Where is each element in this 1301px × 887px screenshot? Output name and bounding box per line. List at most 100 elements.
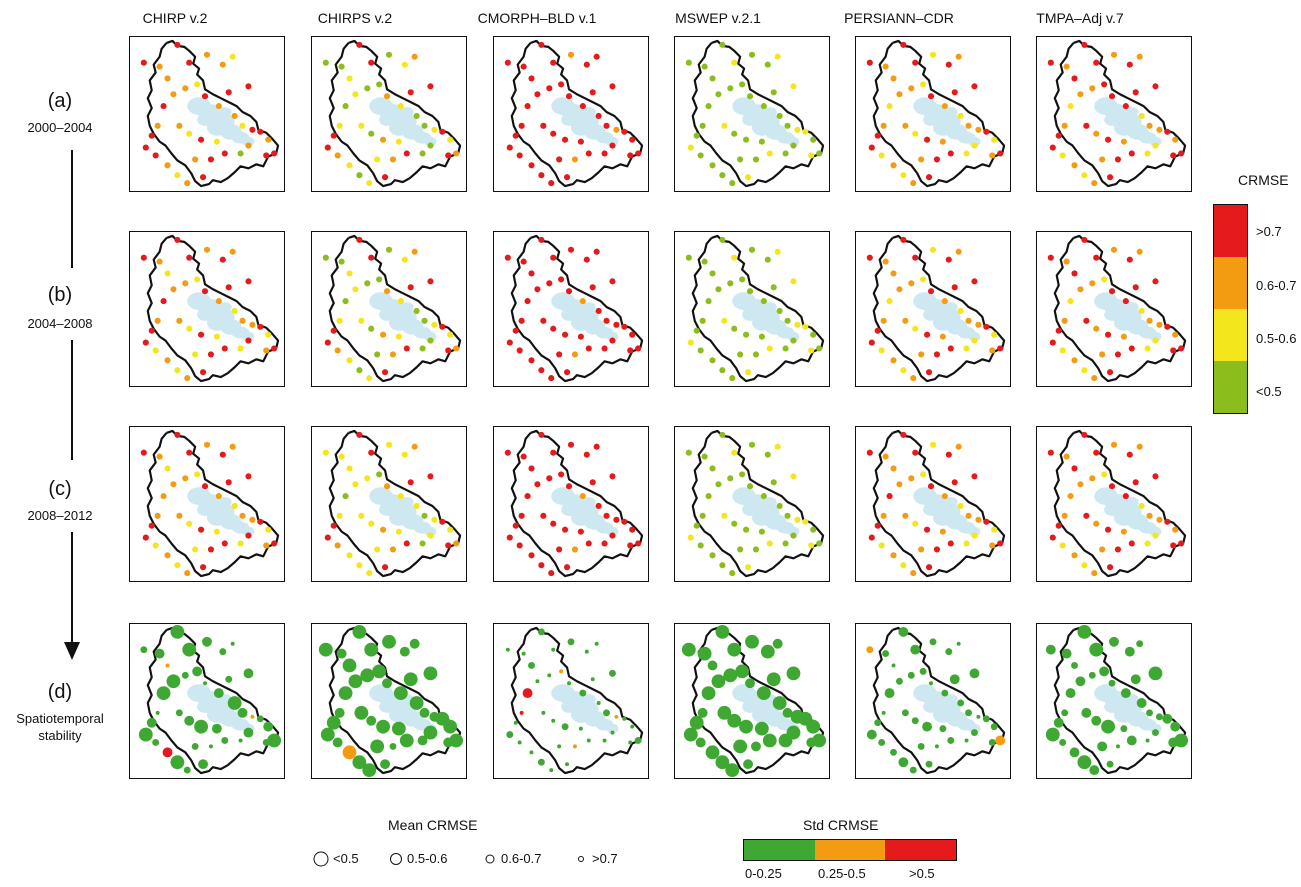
station-dot <box>1089 475 1096 482</box>
basin-outline <box>328 626 462 775</box>
station-dot <box>358 512 365 519</box>
station-dot <box>896 286 903 293</box>
station-dot <box>447 331 454 338</box>
station-dot <box>764 451 771 458</box>
station-dot <box>609 337 616 344</box>
station-dot <box>1138 502 1145 510</box>
lake-shape <box>752 509 772 526</box>
lake-shape <box>207 314 227 331</box>
station-dot <box>563 564 571 571</box>
station-dot <box>1089 642 1104 657</box>
station-dot <box>951 89 958 96</box>
station-dot <box>419 150 426 157</box>
station-dot <box>342 658 357 673</box>
station-dot <box>715 286 722 293</box>
station-dot <box>971 142 978 149</box>
station-dot <box>1144 150 1151 157</box>
station-dot <box>1071 662 1078 669</box>
station-dot <box>1178 540 1185 547</box>
station-dot <box>790 532 797 539</box>
station-dot <box>1093 520 1100 527</box>
station-dot <box>1105 526 1112 533</box>
station-dot <box>939 333 946 340</box>
station-dot <box>356 236 363 243</box>
station-dot <box>727 713 742 728</box>
basin-outline <box>691 429 825 578</box>
station-dot <box>356 367 363 374</box>
station-dot <box>723 668 738 683</box>
column-title-cmorph: CMORPH–BLD v.1 <box>477 10 597 26</box>
station-dot <box>1108 288 1116 295</box>
lake-shape <box>923 309 939 321</box>
mean-label-4: >0.7 <box>592 851 618 866</box>
station-dot <box>563 369 571 376</box>
station-dot <box>764 61 771 68</box>
station-dot <box>868 534 875 541</box>
station-dot <box>808 542 815 549</box>
station-dot <box>957 502 964 510</box>
station-dot <box>184 715 195 726</box>
lake-shape <box>1114 706 1134 723</box>
lake-shape <box>752 314 772 331</box>
lake-shape <box>561 309 577 321</box>
station-dot <box>407 284 414 291</box>
station-dot <box>957 112 964 120</box>
station-dot <box>512 132 519 139</box>
station-dot <box>947 150 954 157</box>
lake-shape <box>742 114 758 126</box>
station-dot <box>908 85 915 92</box>
station-dot <box>558 81 565 88</box>
station-dot <box>524 298 531 305</box>
std-label-high: >0.5 <box>909 866 935 881</box>
lake-shape <box>1124 107 1139 117</box>
station-dot <box>746 288 754 295</box>
station-dot <box>546 475 553 482</box>
station-dot <box>385 246 393 253</box>
station-dot <box>1077 91 1084 98</box>
station-dot <box>524 103 531 110</box>
station-dot <box>956 641 961 646</box>
station-dot <box>140 59 147 66</box>
station-dot <box>565 483 573 490</box>
crmse-legend-title: CRMSE <box>1238 172 1289 188</box>
station-dot <box>352 481 359 488</box>
station-dot <box>534 481 541 488</box>
station-dot <box>705 493 712 500</box>
station-dot <box>717 705 732 720</box>
station-dot <box>947 737 955 744</box>
station-dot <box>912 520 919 527</box>
station-dot <box>257 128 264 135</box>
station-dot <box>912 325 919 332</box>
station-dot <box>1170 542 1177 549</box>
station-dot <box>512 327 519 334</box>
station-dot <box>874 522 881 529</box>
lake-shape <box>399 107 414 117</box>
basin-outline <box>146 39 280 188</box>
station-dot <box>243 727 254 738</box>
station-dot <box>609 473 616 480</box>
station-dot <box>866 729 877 740</box>
station-dot <box>941 298 948 305</box>
lake-shape <box>379 114 395 126</box>
station-dot <box>945 61 952 68</box>
station-dot <box>567 441 575 448</box>
station-dot <box>160 103 167 110</box>
station-dot <box>389 742 397 750</box>
station-dot <box>743 759 753 770</box>
map-panel <box>311 426 467 582</box>
lake-shape <box>389 706 409 723</box>
station-dot <box>324 144 331 151</box>
station-dot <box>1114 351 1122 358</box>
station-dot <box>756 686 771 701</box>
std-label-low: 0-0.25 <box>745 866 782 881</box>
station-dot <box>271 540 278 547</box>
station-dot <box>725 763 740 778</box>
station-dot <box>215 103 222 110</box>
station-dot <box>579 103 586 110</box>
station-dot <box>571 351 579 358</box>
lake-shape <box>606 723 619 734</box>
station-dot <box>589 479 596 486</box>
station-dot <box>565 93 573 100</box>
station-dot <box>186 130 193 137</box>
station-dot <box>752 351 760 358</box>
